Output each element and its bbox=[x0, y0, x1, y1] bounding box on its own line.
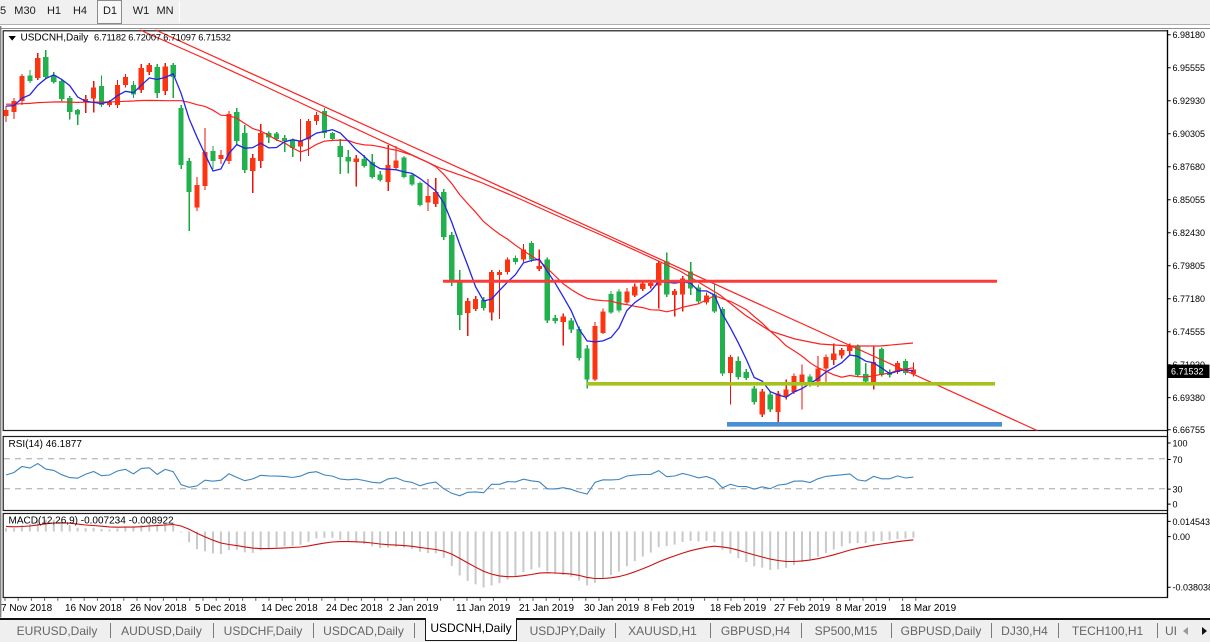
svg-text:70: 70 bbox=[1173, 455, 1183, 465]
svg-text:6.98180: 6.98180 bbox=[1173, 30, 1206, 40]
svg-text:6.82430: 6.82430 bbox=[1173, 228, 1206, 238]
svg-text:0.00: 0.00 bbox=[1173, 532, 1191, 542]
svg-text:24 Dec 2018: 24 Dec 2018 bbox=[326, 603, 383, 614]
svg-text:6.77180: 6.77180 bbox=[1173, 294, 1206, 304]
svg-text:6.74555: 6.74555 bbox=[1173, 327, 1206, 337]
svg-text:6.71532: 6.71532 bbox=[1171, 367, 1204, 377]
svg-text:21 Jan 2019: 21 Jan 2019 bbox=[519, 603, 574, 614]
svg-text:27 Feb 2019: 27 Feb 2019 bbox=[774, 603, 831, 614]
svg-text:6.95555: 6.95555 bbox=[1173, 63, 1206, 73]
svg-text:6.66755: 6.66755 bbox=[1173, 425, 1206, 435]
svg-text:USDCNH,Daily: USDCNH,Daily bbox=[21, 33, 89, 44]
svg-text:30 Jan 2019: 30 Jan 2019 bbox=[584, 603, 639, 614]
svg-text:30: 30 bbox=[1173, 485, 1183, 495]
svg-text:6.79805: 6.79805 bbox=[1173, 261, 1206, 271]
svg-text:6.87680: 6.87680 bbox=[1173, 162, 1206, 172]
svg-text:RSI(14) 46.1877: RSI(14) 46.1877 bbox=[9, 439, 83, 450]
svg-text:18 Mar 2019: 18 Mar 2019 bbox=[900, 603, 957, 614]
svg-text:8 Feb 2019: 8 Feb 2019 bbox=[644, 603, 695, 614]
svg-text:16 Nov 2018: 16 Nov 2018 bbox=[65, 603, 122, 614]
svg-text:6.85055: 6.85055 bbox=[1173, 195, 1206, 205]
svg-text:18 Feb 2019: 18 Feb 2019 bbox=[710, 603, 767, 614]
svg-text:100: 100 bbox=[1173, 438, 1188, 448]
svg-text:6.90305: 6.90305 bbox=[1173, 129, 1206, 139]
svg-text:MACD(12,26,9) -0.007234 -0.008: MACD(12,26,9) -0.007234 -0.008922 bbox=[9, 516, 175, 527]
svg-text:0.014543: 0.014543 bbox=[1173, 517, 1210, 527]
svg-text:8 Mar 2019: 8 Mar 2019 bbox=[836, 603, 887, 614]
svg-text:-0.038038: -0.038038 bbox=[1173, 583, 1210, 593]
svg-text:2 Jan 2019: 2 Jan 2019 bbox=[389, 603, 439, 614]
svg-text:5 Dec 2018: 5 Dec 2018 bbox=[195, 603, 247, 614]
svg-text:6.69380: 6.69380 bbox=[1173, 393, 1206, 403]
svg-text:6.92930: 6.92930 bbox=[1173, 96, 1206, 106]
svg-text:0: 0 bbox=[1173, 500, 1178, 510]
svg-text:6.71182 6.72007 6.71097 6.7153: 6.71182 6.72007 6.71097 6.71532 bbox=[94, 33, 231, 43]
svg-text:26 Nov 2018: 26 Nov 2018 bbox=[130, 603, 187, 614]
svg-text:7 Nov 2018: 7 Nov 2018 bbox=[1, 603, 53, 614]
svg-text:11 Jan 2019: 11 Jan 2019 bbox=[456, 603, 511, 614]
svg-text:14 Dec 2018: 14 Dec 2018 bbox=[261, 603, 318, 614]
